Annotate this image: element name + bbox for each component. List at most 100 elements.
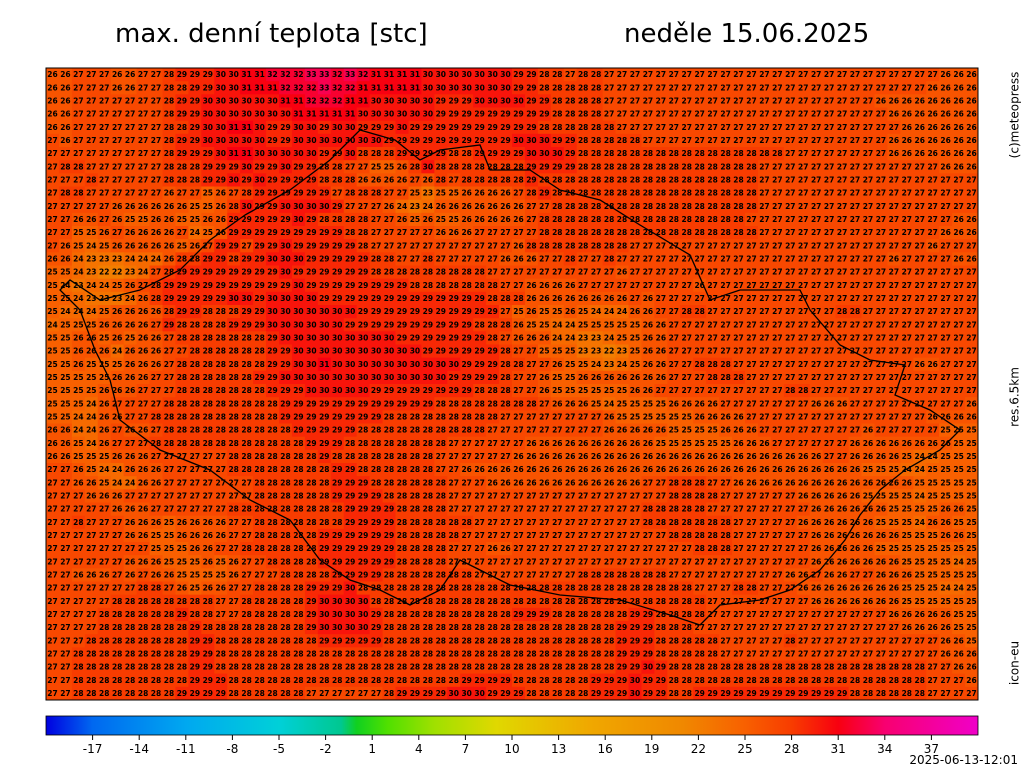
cell-value: 28 [707, 149, 717, 158]
cell-value: 27 [151, 70, 161, 79]
cell-value: 30 [293, 334, 303, 343]
cell-value: 27 [733, 136, 743, 145]
cell-value: 27 [112, 97, 122, 106]
cell-value: 28 [552, 202, 562, 211]
cell-value: 27 [759, 294, 769, 303]
cell-value: 28 [371, 189, 381, 198]
cell-value: 28 [410, 162, 420, 171]
cell-value: 30 [254, 97, 264, 106]
cell-value: 26 [487, 215, 497, 224]
cell-value: 28 [552, 97, 562, 106]
cell-value: 30 [487, 97, 497, 106]
cell-value: 27 [656, 241, 666, 250]
cell-value: 26 [915, 110, 925, 119]
cell-value: 25 [190, 202, 200, 211]
cell-value: 27 [863, 320, 873, 329]
cell [512, 68, 526, 82]
cell-value: 27 [99, 83, 109, 92]
cell-value: 27 [733, 334, 743, 343]
cell-value: 31 [241, 149, 251, 158]
cell-value: 26 [953, 255, 963, 264]
cell-value: 28 [643, 189, 653, 198]
cell-value: 29 [203, 149, 213, 158]
cell-value: 23 [112, 255, 122, 264]
cell-value: 27 [138, 149, 148, 158]
cell-value: 29 [487, 123, 497, 132]
cell-value: 27 [850, 176, 860, 185]
cell-value: 29 [319, 149, 329, 158]
cell-value: 30 [254, 149, 264, 158]
cell-value: 26 [384, 176, 394, 185]
cell-value: 27 [876, 189, 886, 198]
cell-value: 29 [228, 162, 238, 171]
cell-value: 26 [526, 281, 536, 290]
cell-value: 26 [423, 176, 433, 185]
cell-value: 26 [927, 97, 937, 106]
cell-value: 27 [876, 320, 886, 329]
cell-value: 30 [216, 123, 226, 132]
cell-value: 29 [203, 176, 213, 185]
cell [654, 81, 668, 95]
cell-value: 26 [125, 307, 135, 316]
cell [706, 81, 720, 95]
cell-value: 27 [47, 228, 57, 237]
cell-value: 27 [772, 83, 782, 92]
cell-value: 27 [99, 189, 109, 198]
cell-value: 30 [319, 202, 329, 211]
cell-value: 25 [47, 281, 57, 290]
cell-value: 28 [565, 215, 575, 224]
cell-value: 29 [190, 268, 200, 277]
cell-value: 28 [474, 281, 484, 290]
cell-value: 29 [190, 136, 200, 145]
cell-value: 31 [241, 83, 251, 92]
cell-value: 28 [190, 334, 200, 343]
cell-value: 30 [293, 320, 303, 329]
cell-value: 26 [591, 294, 601, 303]
cell-value: 27 [798, 149, 808, 158]
cell-value: 27 [125, 97, 135, 106]
cell-value: 30 [306, 347, 316, 356]
cell-value: 27 [746, 268, 756, 277]
cell-value: 30 [280, 149, 290, 158]
cell-value: 27 [837, 334, 847, 343]
cell-value: 27 [927, 294, 937, 303]
cell-value: 28 [539, 83, 549, 92]
cell-value: 29 [410, 307, 420, 316]
cell-value: 27 [863, 123, 873, 132]
cell-value: 29 [552, 162, 562, 171]
cell-value: 27 [927, 228, 937, 237]
cell-value: 27 [772, 334, 782, 343]
cell [602, 68, 617, 82]
cell-value: 26 [617, 294, 627, 303]
cell-value: 26 [940, 228, 950, 237]
cell-value: 27 [953, 176, 963, 185]
cell-value: 27 [656, 70, 666, 79]
cell [136, 81, 151, 95]
cell-value: 24 [138, 268, 148, 277]
cell-value: 27 [927, 255, 937, 264]
cell-value: 26 [617, 268, 627, 277]
cell-value: 27 [617, 255, 627, 264]
cell-value: 27 [824, 255, 834, 264]
cell-value: 27 [798, 281, 808, 290]
cell-value: 28 [552, 176, 562, 185]
cell-value: 27 [643, 123, 653, 132]
cell-value: 29 [397, 149, 407, 158]
cell-value: 28 [591, 189, 601, 198]
cell-value: 27 [720, 83, 730, 92]
cell-value: 26 [513, 215, 523, 224]
cell-value: 27 [953, 320, 963, 329]
cell-value: 28 [720, 228, 730, 237]
cell-value: 27 [927, 176, 937, 185]
cell [266, 81, 280, 95]
cell-value: 27 [47, 162, 57, 171]
cell-value: 29 [526, 83, 536, 92]
cell-value: 27 [656, 110, 666, 119]
cell [732, 81, 746, 95]
cell-value: 26 [112, 320, 122, 329]
cell-value: 27 [863, 334, 873, 343]
cell-value: 26 [474, 215, 484, 224]
cell [175, 81, 189, 95]
cell-value: 26 [125, 347, 135, 356]
cell-value: 27 [837, 70, 847, 79]
